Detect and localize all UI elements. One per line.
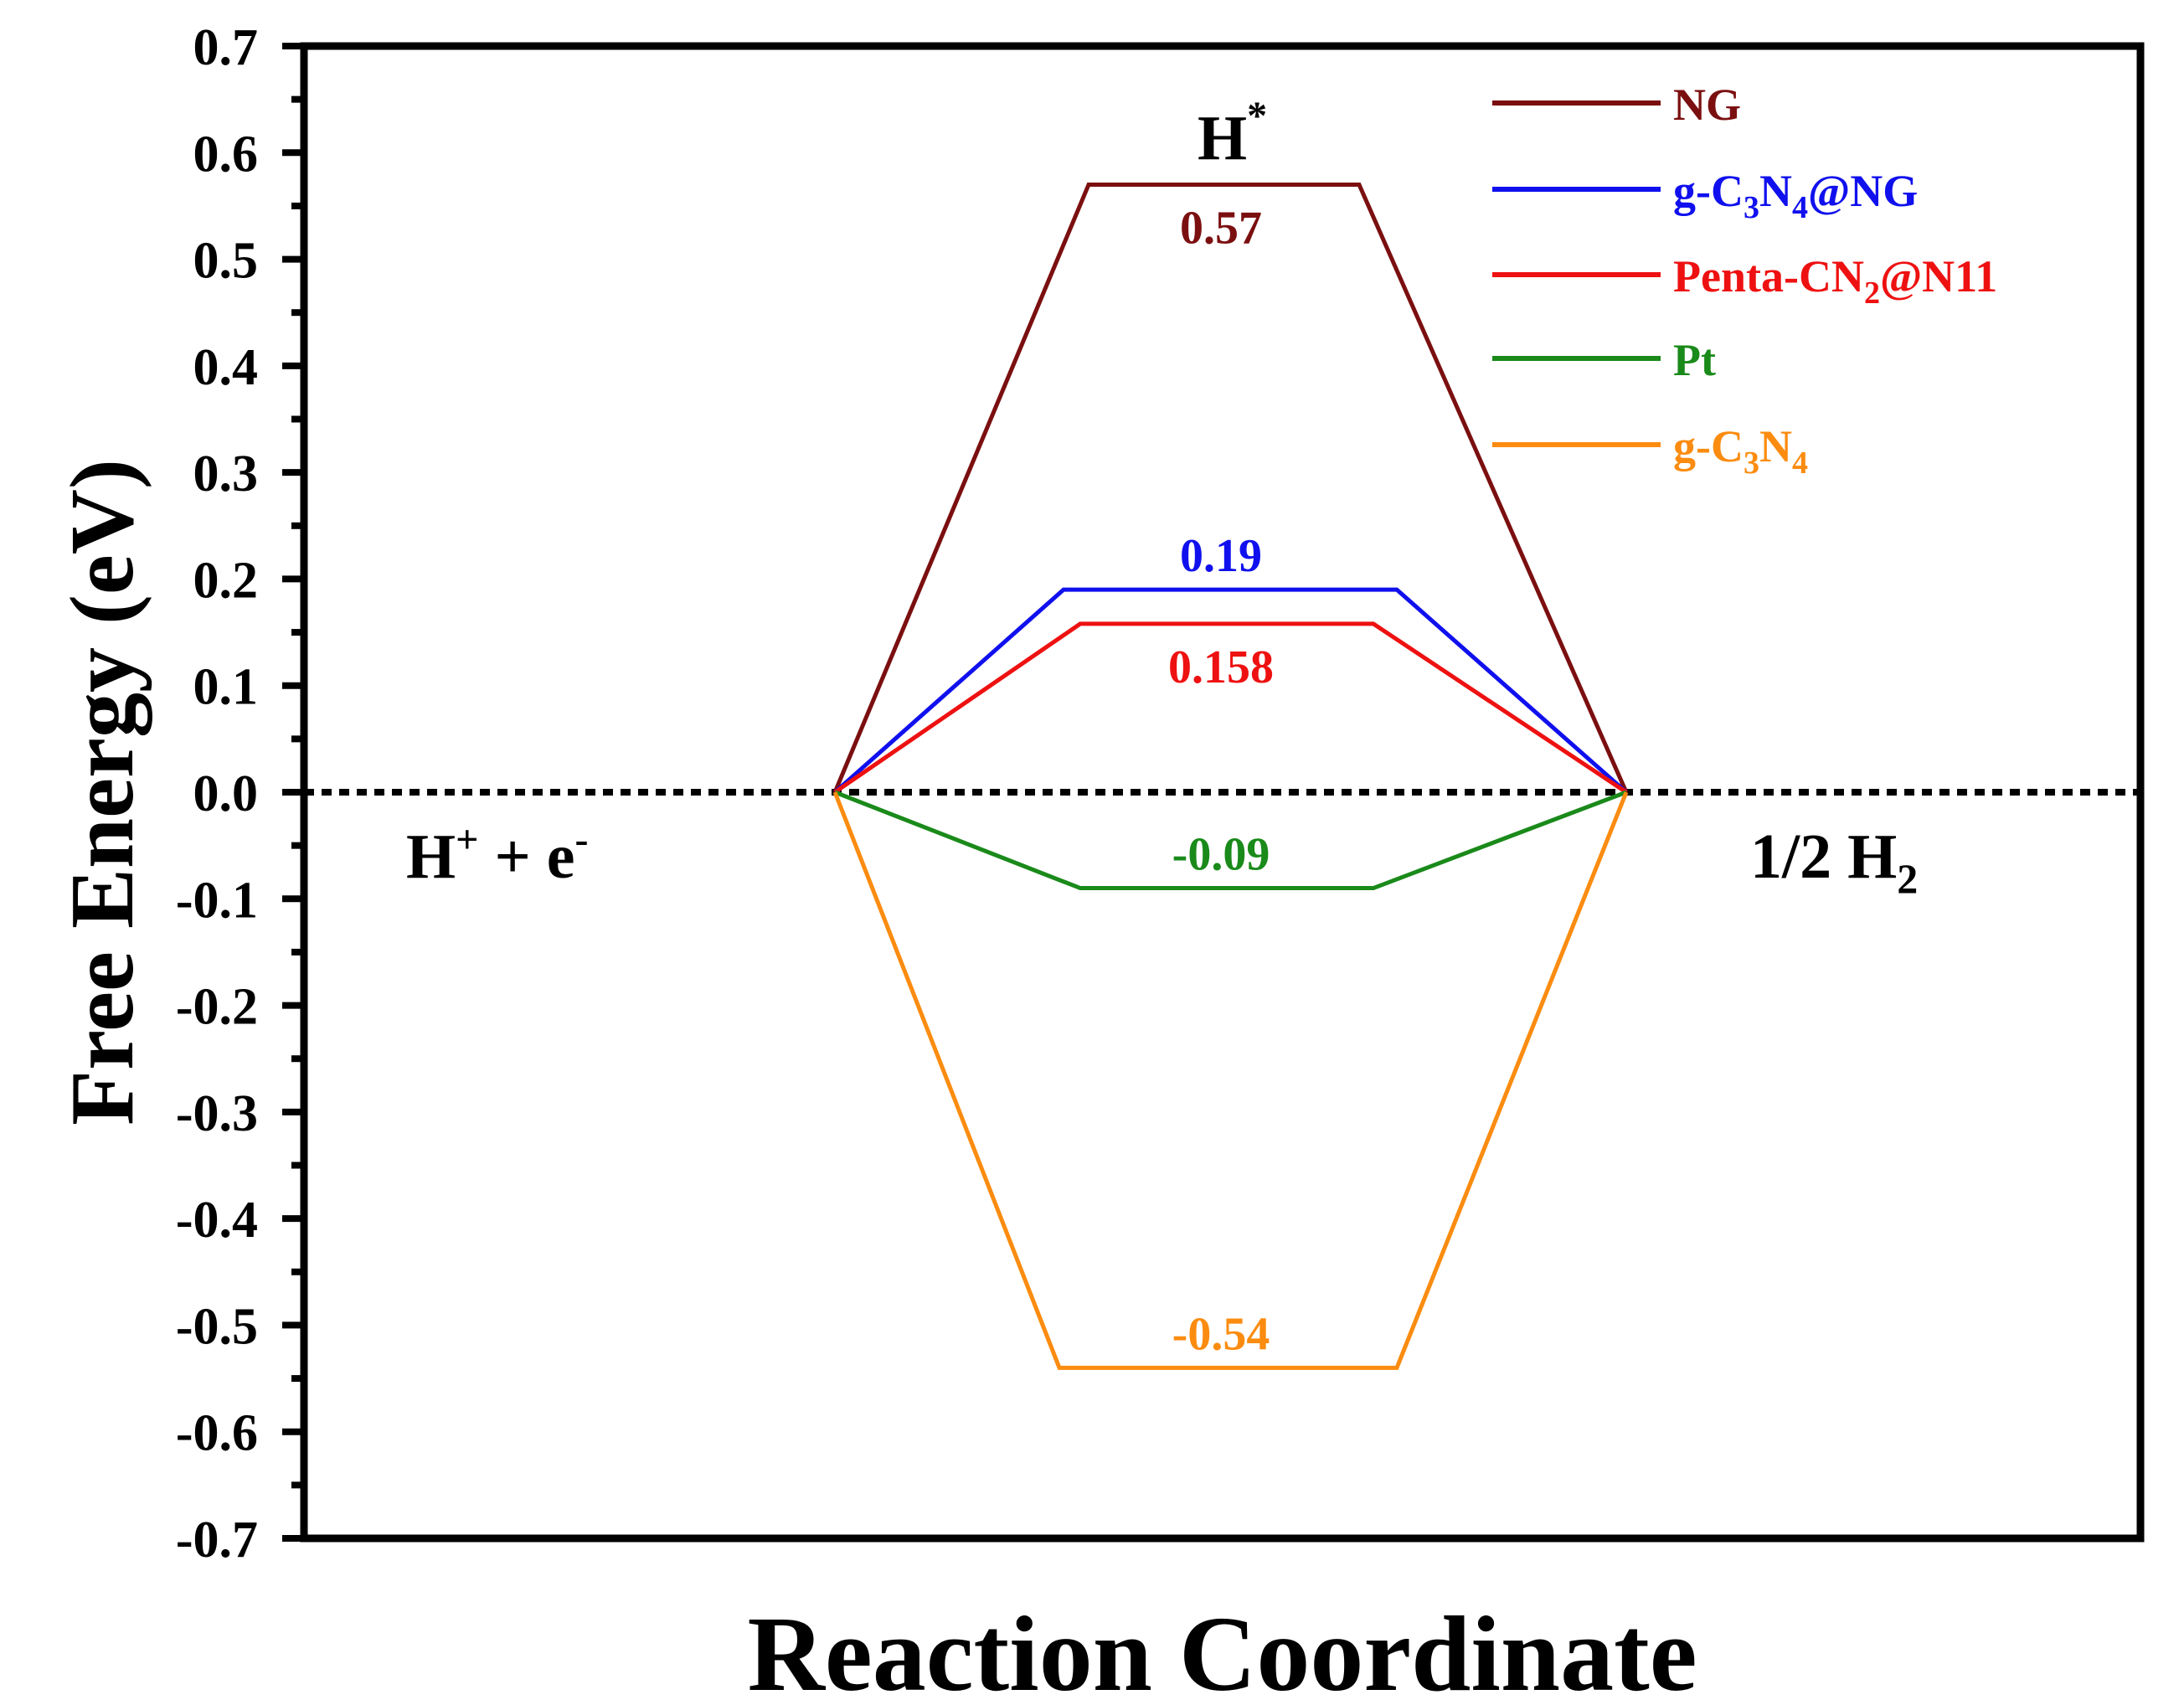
state-labels: H+ + e- H* 1/2 H2	[406, 94, 1918, 902]
series-line-Penta-CN2@N11	[833, 621, 1628, 795]
state-label-initial: H+ + e-	[406, 817, 589, 892]
y-axis: 0.7 0.6 0.5 0.4 0.3 0.2 0.1 0.0 -0.1 -0.2 -0.3 -0.4…	[176, 19, 304, 1568]
series-line-g-C3N4@NG	[833, 587, 1628, 794]
data-label-g-C3N4: -0.54	[1172, 1308, 1270, 1360]
data-label-NG: 0.57	[1180, 202, 1262, 254]
legend-label-g-C3N4: g-C3N4	[1673, 421, 1808, 481]
y-tick-label: -0.1	[176, 872, 258, 929]
state-label-final: 1/2 H2	[1750, 822, 1918, 902]
y-tick-label: 0.4	[193, 339, 259, 396]
data-label-Pt: -0.09	[1172, 829, 1270, 881]
y-tick-label: 0.1	[193, 659, 259, 716]
y-tick-label: -0.4	[176, 1192, 258, 1249]
y-tick-label: -0.2	[176, 979, 258, 1036]
y-tick-label: -0.7	[176, 1512, 258, 1568]
legend-label-Penta-CN2@N11: Penta-CN2@N11	[1673, 251, 1997, 311]
y-tick-label: -0.6	[176, 1405, 258, 1462]
legend-label-NG: NG	[1673, 80, 1741, 130]
data-label-Penta-CN2@N11: 0.158	[1168, 641, 1274, 693]
legend-label-Pt: Pt	[1673, 335, 1716, 385]
x-axis-title: Reaction Coordinate	[747, 1594, 1697, 1705]
data-label-g-C3N4@NG: 0.19	[1180, 530, 1262, 582]
series-line-g-C3N4	[832, 791, 1629, 1370]
y-tick-label: 0.3	[193, 446, 259, 502]
legend: NG g-C3N4@NG Penta-CN2@N11 Pt g-C3N4	[1492, 80, 1997, 481]
y-tick-label: -0.3	[176, 1085, 258, 1142]
legend-label-g-C3N4@NG: g-C3N4@NG	[1673, 166, 1918, 225]
y-tick-label: 0.5	[193, 233, 259, 290]
y-tick-label: 0.0	[193, 765, 259, 822]
y-axis-title: Free Energy (eV)	[53, 459, 152, 1126]
y-tick-label: 0.7	[193, 19, 259, 76]
plot-layer: 0.57 0.19 0.158 -0.09 -0.54	[304, 182, 2140, 1370]
y-tick-label: -0.5	[176, 1298, 258, 1355]
y-tick-label: 0.6	[193, 126, 259, 183]
series-line-NG	[832, 182, 1629, 794]
y-tick-label: 0.2	[193, 552, 259, 609]
state-label-intermediate: H*	[1198, 94, 1267, 173]
series-line-Pt	[834, 790, 1627, 891]
